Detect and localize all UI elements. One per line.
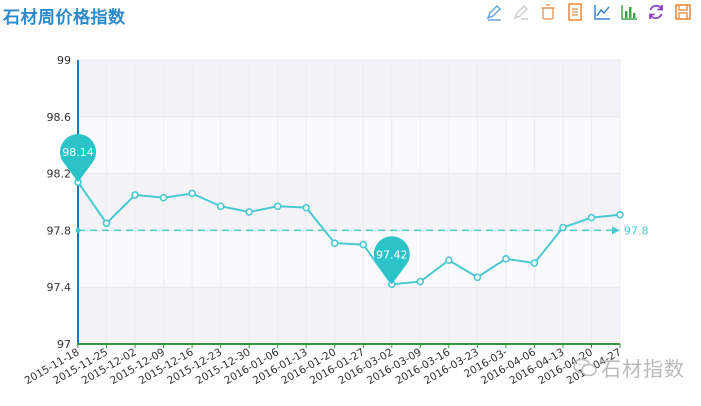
- data-point[interactable]: [473, 273, 482, 282]
- series-line: [77, 181, 621, 286]
- data-point[interactable]: [302, 203, 311, 212]
- mark-point-label: 97.42: [376, 248, 408, 261]
- bar-chart-icon[interactable]: [619, 2, 639, 22]
- average-mark-line: 97.8: [75, 224, 649, 237]
- erase-icon[interactable]: [511, 2, 531, 22]
- y-tick-label: 97: [57, 338, 71, 351]
- data-point[interactable]: [445, 256, 453, 265]
- mark-point-shape: [373, 236, 410, 285]
- y-tick-label: 98.2: [47, 168, 72, 181]
- data-point[interactable]: [502, 254, 510, 263]
- data-point[interactable]: [216, 202, 225, 211]
- data-point[interactable]: [330, 239, 339, 247]
- data-point[interactable]: [159, 193, 168, 202]
- restore-icon[interactable]: [646, 2, 666, 22]
- clear-icon[interactable]: [538, 2, 558, 22]
- mark-icon[interactable]: [484, 2, 504, 22]
- y-tick-label: 97.8: [47, 224, 72, 237]
- grid-band: [78, 173, 620, 231]
- y-tick-label: 97.4: [47, 281, 72, 294]
- grid-band: [78, 60, 620, 117]
- watermark-text: 石材指数: [601, 357, 685, 381]
- data-point[interactable]: [273, 202, 282, 211]
- data-point[interactable]: [102, 219, 111, 228]
- y-tick-label: 99: [57, 54, 71, 67]
- data-point[interactable]: [530, 259, 539, 267]
- grid-band: [78, 287, 620, 344]
- chart-title: 石材周价格指数: [3, 8, 126, 28]
- data-point[interactable]: [245, 208, 253, 216]
- data-point[interactable]: [359, 240, 368, 249]
- data-point[interactable]: [616, 210, 624, 219]
- data-point[interactable]: [559, 223, 567, 232]
- mark-point-label: 98.14: [62, 146, 94, 159]
- grid-band: [78, 116, 620, 174]
- x-tick-labels: 2015-11-182015-11-252015-12-022015-12-09…: [23, 344, 624, 387]
- data-view-icon[interactable]: [565, 2, 585, 22]
- toolbox: [484, 2, 693, 22]
- wechat-icon: [573, 358, 597, 376]
- mark-point-pin[interactable]: 98.14: [60, 134, 97, 183]
- series: [77, 181, 621, 286]
- mark-line-arrow: [612, 226, 620, 235]
- data-point[interactable]: [416, 277, 425, 286]
- data-point[interactable]: [587, 213, 596, 222]
- data-point[interactable]: [188, 189, 196, 198]
- y-tick-label: 98.6: [47, 111, 72, 124]
- mark-points: 98.14 97.42: [60, 134, 410, 285]
- mark-point-pin[interactable]: 97.42: [373, 236, 410, 285]
- grid-band: [78, 230, 620, 288]
- data-point[interactable]: [131, 191, 139, 199]
- mark-line-label: 97.8: [624, 224, 649, 237]
- watermark: 石材指数: [573, 353, 685, 382]
- grid: [77, 59, 621, 345]
- mark-point-shape: [60, 134, 97, 183]
- y-tick-labels: 97 97.4 97.8 98.2 98.6 99: [47, 54, 72, 351]
- line-chart-icon[interactable]: [592, 2, 612, 22]
- axes: [77, 60, 620, 345]
- save-icon[interactable]: [673, 2, 693, 22]
